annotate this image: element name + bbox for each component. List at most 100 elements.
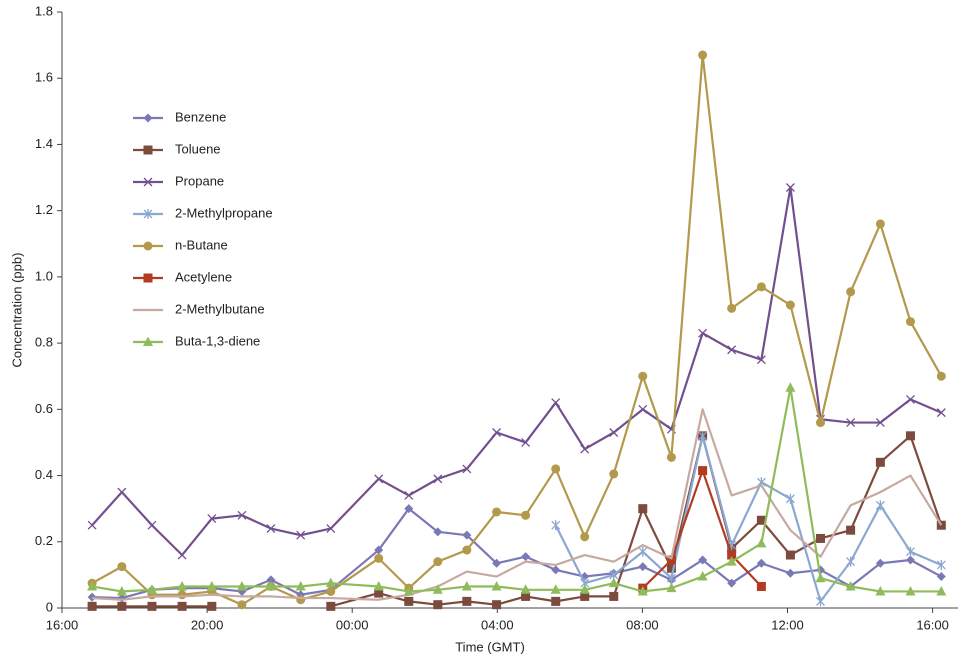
marker: [666, 452, 676, 462]
y-tick-label: 1.6: [35, 70, 53, 85]
marker: [237, 510, 247, 520]
marker: [905, 431, 915, 441]
marker: [433, 474, 443, 484]
marker: [580, 532, 590, 542]
marker: [785, 382, 796, 392]
marker: [785, 493, 795, 504]
marker: [147, 520, 157, 530]
legend-label: n-Butane: [175, 237, 228, 252]
legend-label: Toluene: [175, 141, 221, 156]
marker: [936, 371, 946, 381]
marker: [875, 558, 885, 568]
marker: [521, 552, 531, 562]
marker: [87, 592, 97, 602]
marker: [296, 595, 306, 605]
marker: [875, 219, 885, 229]
marker: [816, 596, 825, 607]
marker: [580, 444, 590, 454]
x-tick-label: 16:00: [46, 617, 79, 632]
marker: [637, 585, 648, 596]
y-axis-label: Concentration (ppb): [9, 253, 24, 368]
marker: [492, 558, 502, 568]
marker: [433, 527, 443, 537]
marker: [666, 582, 677, 593]
legend-label: Acetylene: [175, 269, 232, 284]
marker: [875, 500, 885, 511]
marker: [296, 530, 306, 540]
marker: [206, 580, 217, 591]
marker: [551, 596, 561, 606]
x-tick-label: 12:00: [771, 617, 804, 632]
marker: [265, 580, 276, 591]
marker: [727, 578, 737, 588]
legend-label: Buta-1,3-diene: [175, 333, 260, 348]
marker: [326, 586, 336, 596]
marker: [462, 530, 472, 540]
marker: [609, 428, 619, 437]
marker: [491, 580, 502, 591]
marker: [462, 596, 472, 606]
marker: [295, 580, 306, 591]
marker: [550, 584, 561, 594]
y-tick-label: 0: [46, 599, 53, 614]
marker: [785, 300, 795, 310]
marker: [237, 600, 247, 610]
marker: [846, 418, 856, 428]
marker: [87, 601, 97, 611]
marker: [756, 581, 766, 591]
marker: [433, 600, 443, 610]
marker: [906, 546, 915, 557]
marker: [326, 524, 336, 533]
marker: [698, 430, 708, 441]
series-line: [554, 434, 942, 603]
marker: [87, 520, 97, 530]
marker: [936, 572, 946, 582]
series-line: [91, 386, 942, 593]
marker: [325, 577, 336, 588]
marker: [521, 510, 531, 520]
marker: [266, 575, 276, 585]
legend-label: 2-Methylbutane: [175, 301, 265, 316]
marker: [936, 559, 946, 570]
marker: [147, 601, 157, 611]
marker: [608, 577, 619, 588]
marker: [266, 524, 276, 533]
marker: [207, 601, 217, 611]
marker: [403, 585, 414, 596]
marker: [492, 600, 502, 610]
marker: [846, 525, 856, 535]
marker: [785, 568, 795, 578]
series-line: [92, 507, 942, 600]
marker: [177, 601, 187, 611]
marker: [326, 601, 336, 611]
marker: [936, 585, 947, 596]
y-tick-label: 1.2: [35, 202, 53, 217]
y-tick-label: 0.2: [35, 533, 53, 548]
marker: [146, 584, 157, 594]
marker: [373, 580, 384, 591]
marker: [698, 555, 708, 565]
x-tick-label: 00:00: [336, 617, 369, 632]
series-line: [92, 408, 943, 601]
marker: [177, 550, 187, 560]
legend-marker: [143, 209, 153, 219]
marker: [551, 464, 561, 474]
marker: [207, 514, 217, 524]
marker: [551, 398, 561, 408]
marker: [638, 404, 648, 414]
marker: [756, 515, 766, 525]
marker: [697, 571, 708, 581]
marker: [846, 287, 856, 297]
series-line: [641, 469, 763, 589]
marker: [374, 545, 384, 555]
marker: [492, 507, 502, 517]
marker: [846, 556, 856, 567]
legend-marker: [143, 273, 153, 283]
marker: [374, 553, 384, 563]
marker: [727, 550, 737, 560]
marker: [756, 537, 767, 548]
marker: [785, 183, 795, 192]
marker: [551, 520, 561, 531]
